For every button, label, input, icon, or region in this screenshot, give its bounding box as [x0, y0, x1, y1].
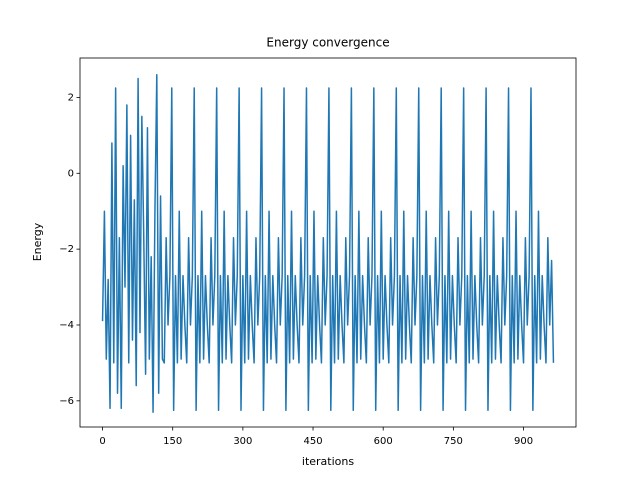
y-tick-label: −2 [59, 244, 74, 255]
x-tick-label: 750 [444, 436, 463, 447]
y-tick-label: 0 [68, 168, 74, 179]
x-tick-label: 0 [99, 436, 105, 447]
x-tick-label: 900 [514, 436, 533, 447]
x-tick-label: 300 [233, 436, 252, 447]
y-axis-label: Energy [31, 222, 44, 261]
data-line [101, 73, 555, 413]
plot-frame [79, 57, 577, 428]
x-tick-label: 150 [163, 436, 182, 447]
y-tick-label: −4 [59, 320, 74, 331]
x-axis-label: iterations [302, 455, 354, 468]
y-tick-label: 2 [68, 92, 74, 103]
x-tick-label: 450 [303, 436, 322, 447]
y-tick-label: −6 [59, 396, 74, 407]
x-tick-label: 600 [374, 436, 393, 447]
chart-title: Energy convergence [266, 36, 389, 50]
